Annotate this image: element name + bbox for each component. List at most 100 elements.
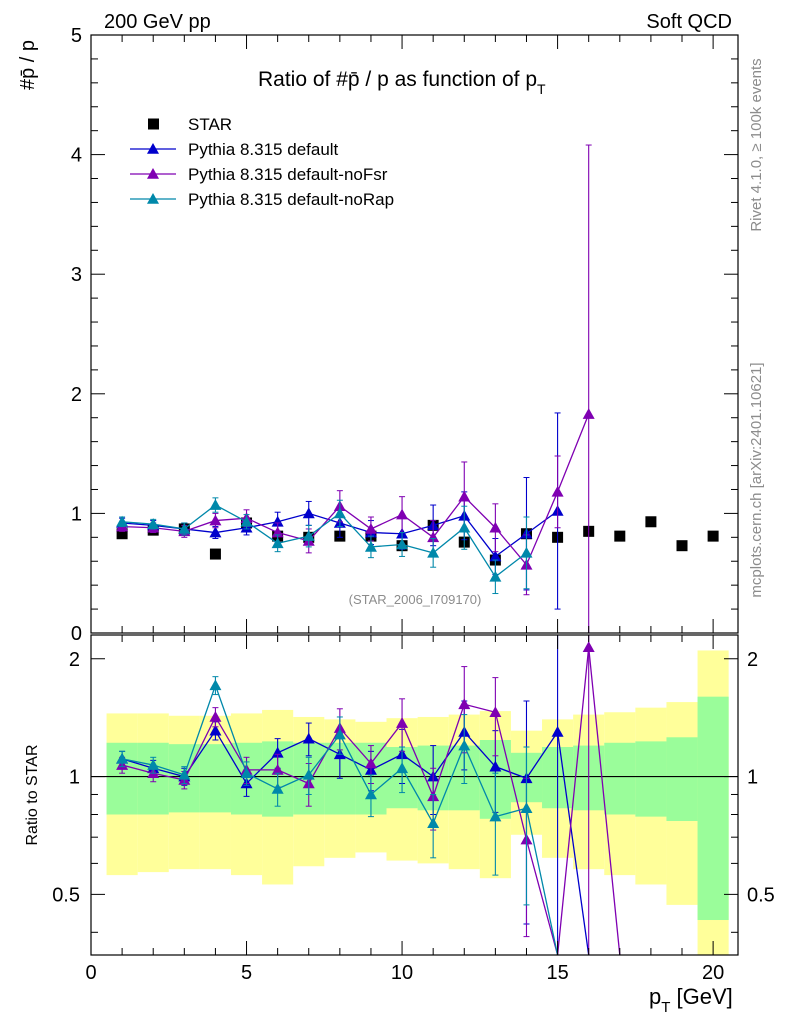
triangle-marker <box>427 531 440 543</box>
data-point <box>116 528 128 540</box>
uncertainty-bands <box>106 650 729 955</box>
green-band <box>697 696 729 921</box>
rivet-label: Rivet 4.1.0, ≥ 100k events <box>748 58 765 231</box>
triangle-marker <box>489 706 502 718</box>
triangle-marker <box>209 499 222 510</box>
triangle-marker <box>271 746 284 758</box>
triangle-marker <box>271 763 284 775</box>
triangle-marker <box>396 717 409 728</box>
y-tick-label: 0.5 <box>52 884 80 906</box>
triangle-marker <box>364 757 377 769</box>
triangle-marker <box>116 515 129 527</box>
legend-marker <box>148 118 159 130</box>
triangle-marker <box>147 518 160 529</box>
triangle-marker <box>302 530 315 541</box>
triangle-marker <box>489 810 502 822</box>
triangle-marker <box>271 782 284 794</box>
y-tick-label: 1 <box>69 767 80 789</box>
triangle-marker <box>302 768 315 780</box>
top-axis-ticks: 0 1 2 3 4 5 <box>71 25 738 645</box>
bottom-panel-frame <box>90 634 739 956</box>
series-line <box>122 413 590 567</box>
green-band <box>635 741 667 817</box>
x-tick-label: 20 <box>702 962 724 984</box>
data-point <box>209 548 221 560</box>
green-band <box>199 744 231 813</box>
triangle-marker <box>458 521 471 533</box>
bottom-axis-ticks: 0.5 0.51 12 20 5 10 15 20 <box>52 635 775 984</box>
data-point <box>707 530 719 542</box>
y-tick-label: 5 <box>71 25 82 47</box>
legend-entry: STAR <box>148 115 232 134</box>
triangle-marker <box>209 724 222 736</box>
triangle-marker <box>116 752 129 764</box>
y-tick-label: 4 <box>71 145 82 167</box>
triangle-marker <box>302 507 315 519</box>
triangle-marker <box>178 768 191 780</box>
triangle-marker <box>396 538 409 550</box>
triangle-marker <box>427 546 440 558</box>
triangle-marker <box>147 193 159 204</box>
triangle-marker <box>582 641 595 653</box>
y-tick-label-right: 2 <box>747 649 758 671</box>
y-tick-label: 1 <box>71 503 82 525</box>
series-pythia-8-315-default-nofsr <box>116 144 595 634</box>
triangle-marker <box>364 522 377 534</box>
triangle-marker <box>178 522 191 534</box>
ratio-pythia-8-315-default-norap <box>116 676 559 956</box>
triangle-marker <box>271 515 284 527</box>
y-tick-label-right: 1 <box>747 767 758 789</box>
triangle-marker <box>582 408 595 419</box>
triangle-marker <box>333 507 346 519</box>
triangle-marker <box>364 788 377 800</box>
triangle-marker <box>209 526 222 538</box>
top-y-axis-label: #p̄ / p <box>17 40 39 90</box>
y-tick-label-right: 0.5 <box>747 884 775 906</box>
triangle-marker <box>551 485 564 497</box>
y-tick-label: 2 <box>69 649 80 671</box>
x-tick-label: 10 <box>391 962 413 984</box>
y-tick-label: 2 <box>71 384 82 406</box>
triangle-marker <box>240 767 253 779</box>
triangle-marker <box>147 168 159 179</box>
triangle-marker <box>489 760 502 772</box>
triangle-marker <box>396 508 409 520</box>
mcplots-label: mcplots.cern.ch [arXiv:2401.10621] <box>748 362 765 597</box>
legend-label: Pythia 8.315 default <box>188 140 339 159</box>
x-axis-label: pT [GeV] <box>649 984 733 1016</box>
triangle-marker <box>209 710 222 722</box>
legend-label: STAR <box>188 115 232 134</box>
triangle-marker <box>489 570 502 582</box>
series-pythia-8-315-default-norap <box>116 497 533 595</box>
top-chart-title: Ratio of #p̄ / p as function of pT <box>258 68 546 97</box>
series-line <box>121 729 590 956</box>
triangle-marker <box>427 817 440 829</box>
top-plot-marks <box>116 144 719 634</box>
triangle-marker <box>302 732 315 744</box>
triangle-marker <box>396 762 409 774</box>
triangle-marker <box>147 143 159 154</box>
legend-label: Pythia 8.315 default-noFsr <box>188 165 388 184</box>
top-panel: 0 1 2 3 4 5 #p̄ / p Ratio of #p̄ / p as funct… <box>17 25 739 645</box>
triangle-marker <box>520 546 533 558</box>
triangle-marker <box>489 521 502 533</box>
bottom-plot-marks <box>116 634 621 956</box>
x-tick-label: 0 <box>85 962 96 984</box>
triangle-marker <box>364 540 377 552</box>
data-point <box>614 530 626 542</box>
legend-entry: Pythia 8.315 default-noRap <box>130 190 394 209</box>
triangle-marker <box>458 698 471 710</box>
header-right-label: Soft QCD <box>646 11 732 33</box>
legend-entry: Pythia 8.315 default <box>130 140 339 159</box>
legend: STAR Pythia 8.315 default Pythia 8.315 def… <box>130 115 394 209</box>
triangle-marker <box>240 515 253 527</box>
y-tick-label: 0 <box>71 623 82 645</box>
top-panel-frame <box>90 34 739 634</box>
triangle-marker <box>209 514 222 526</box>
triangle-marker <box>551 725 564 737</box>
x-tick-label: 5 <box>241 962 252 984</box>
triangle-marker <box>458 490 471 502</box>
header-left-label: 200 GeV pp <box>104 11 211 33</box>
data-point <box>676 540 688 552</box>
